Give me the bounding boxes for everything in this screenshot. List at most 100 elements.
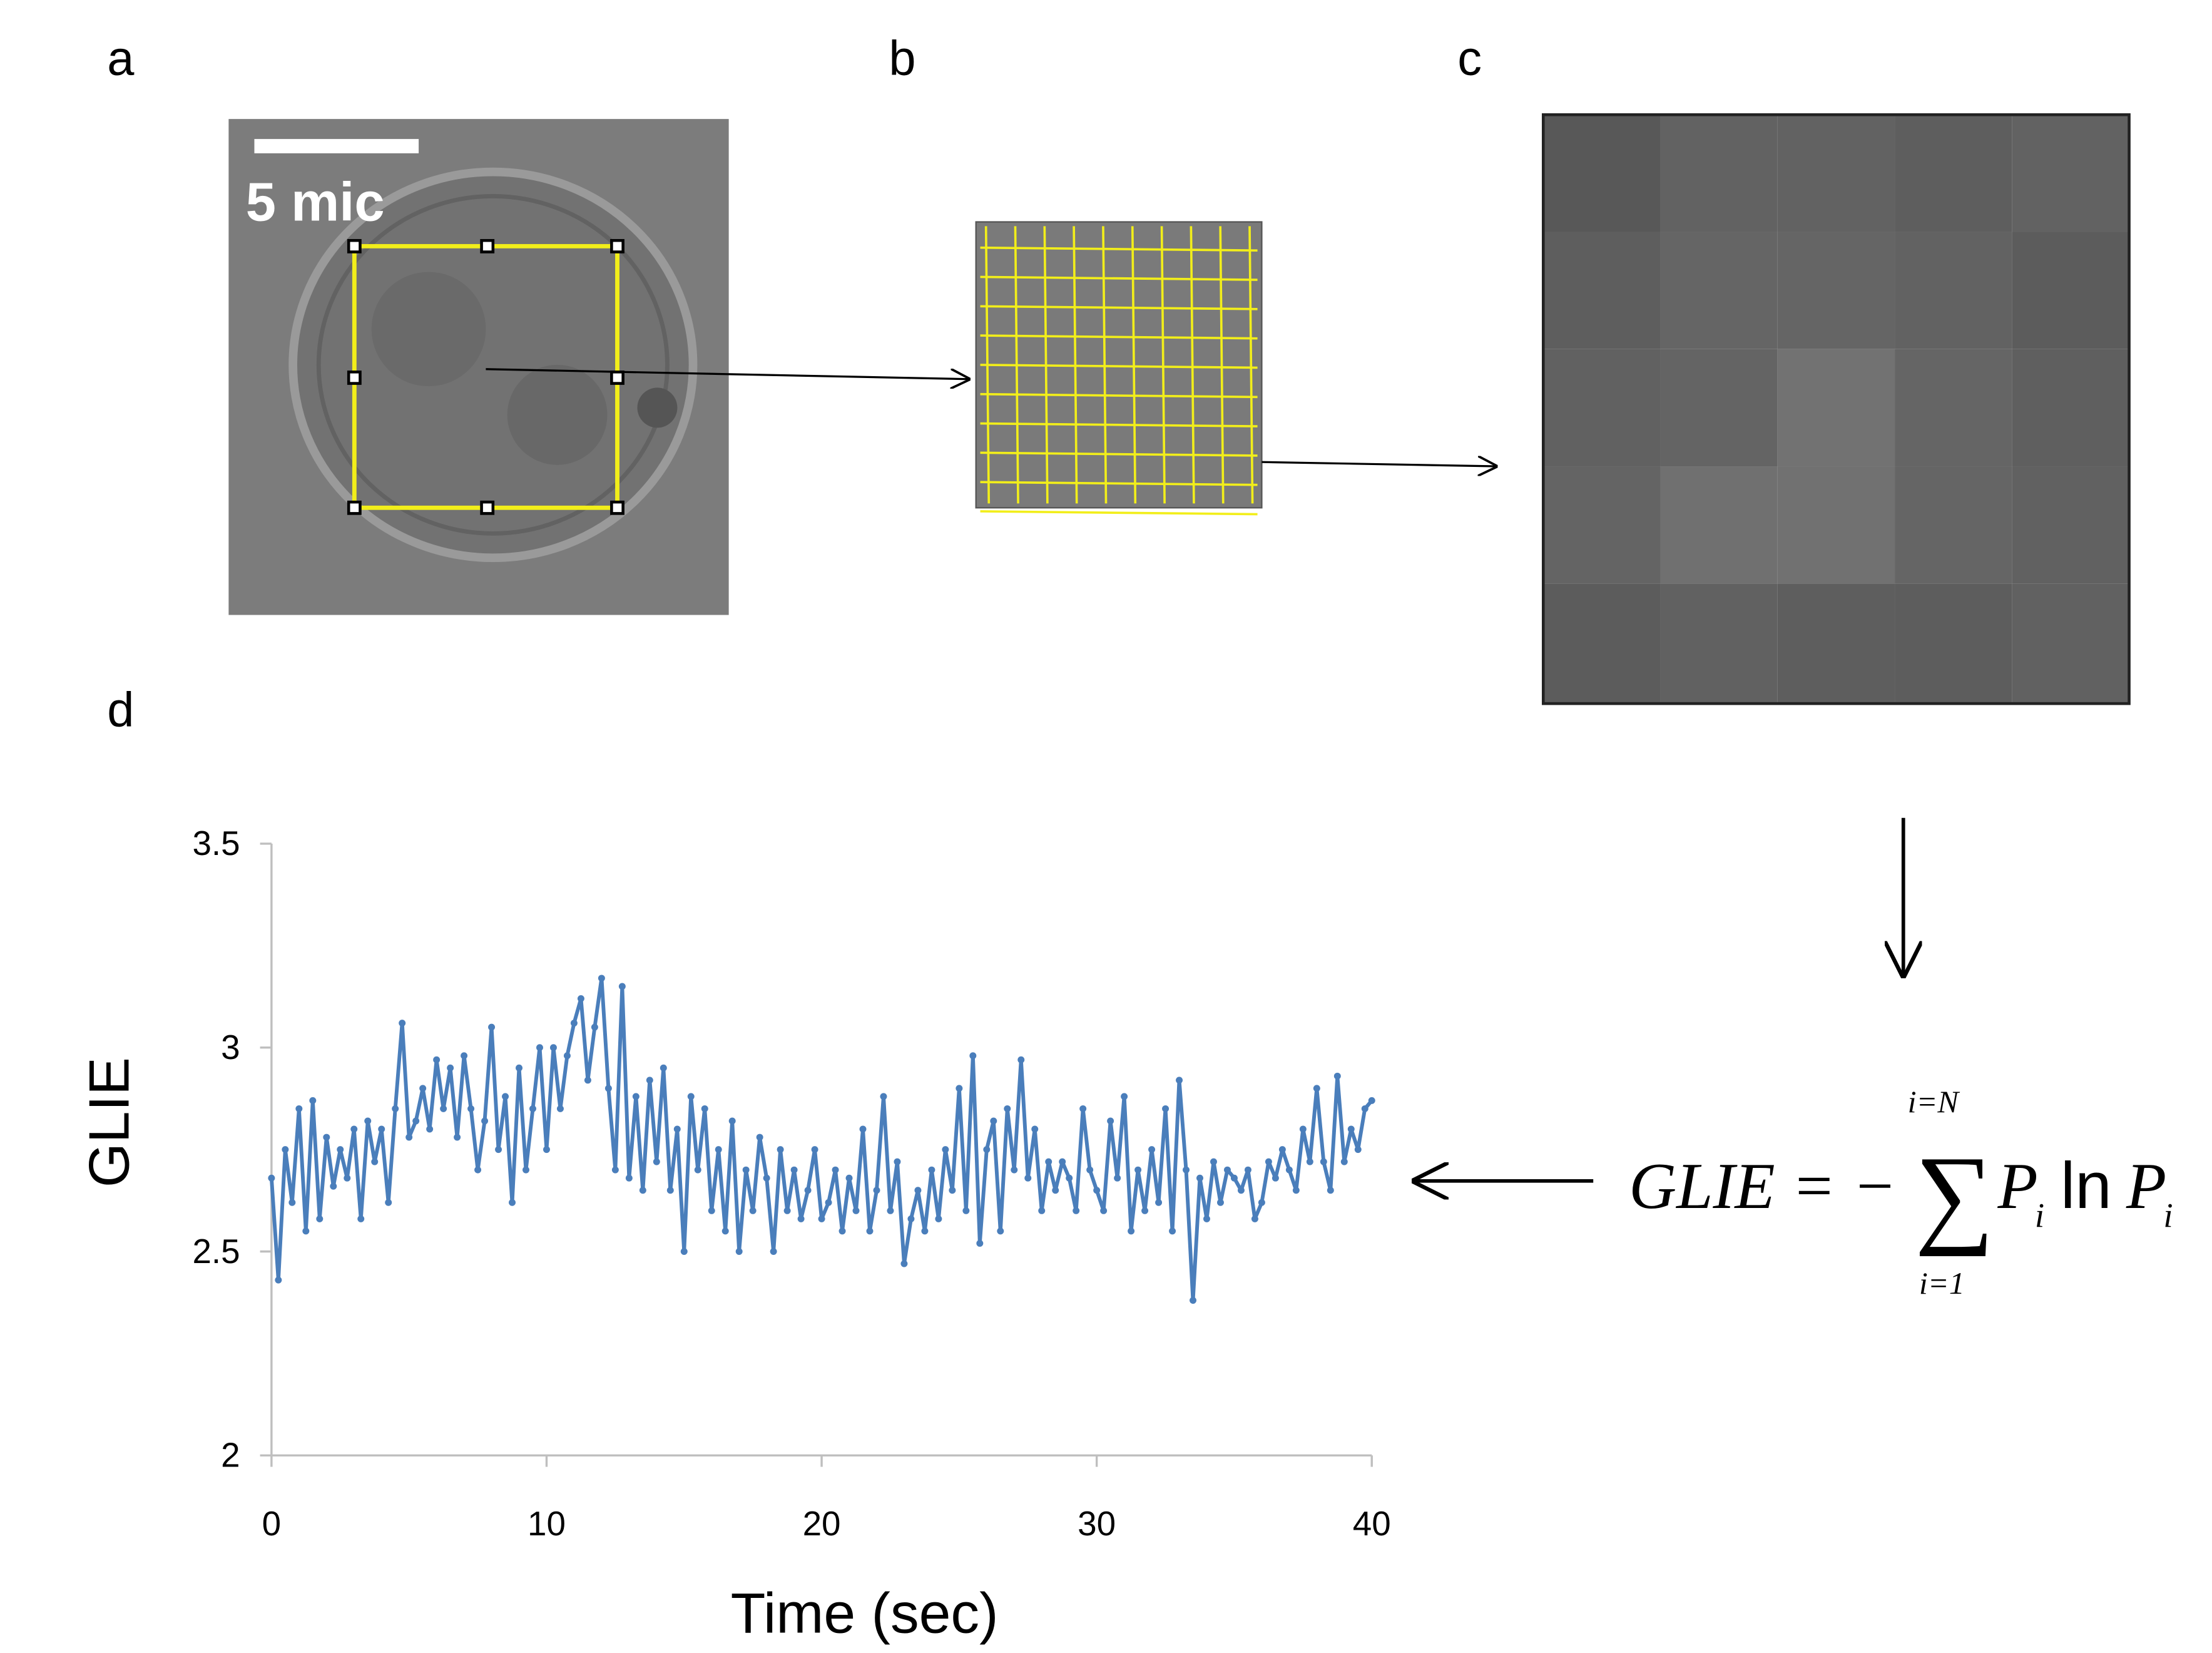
data-point <box>797 1215 805 1222</box>
data-point <box>488 1023 496 1031</box>
data-point <box>563 1052 571 1060</box>
arrow <box>1261 462 1496 466</box>
data-point <box>1230 1174 1238 1182</box>
panel-label: b <box>889 31 915 85</box>
data-point <box>481 1117 489 1125</box>
data-point <box>832 1166 839 1174</box>
grid-overlay <box>1248 226 1254 504</box>
data-point <box>1258 1199 1265 1206</box>
cell-image: 5 mic <box>228 119 729 615</box>
panel-label: c <box>1457 31 1482 85</box>
data-line <box>269 976 1374 1302</box>
data-point <box>447 1064 454 1072</box>
data-point <box>900 1260 908 1267</box>
grid-overlay <box>1190 226 1195 504</box>
data-point <box>1203 1215 1210 1222</box>
data-point <box>804 1187 812 1194</box>
data-point <box>680 1248 688 1255</box>
data-point <box>701 1105 708 1112</box>
data-point <box>461 1052 468 1060</box>
data-point <box>350 1125 358 1133</box>
grid-overlay <box>980 246 1258 252</box>
data-point <box>742 1166 750 1174</box>
data-point <box>983 1146 991 1154</box>
data-point <box>653 1158 660 1165</box>
data-point <box>288 1199 296 1206</box>
x-tick-label: 20 <box>803 1504 841 1543</box>
data-point <box>584 1077 591 1084</box>
data-point <box>673 1125 681 1133</box>
data-point <box>1272 1174 1279 1182</box>
data-point <box>1327 1187 1334 1194</box>
data-point <box>1141 1207 1149 1214</box>
data-point <box>1107 1117 1114 1125</box>
data-point <box>268 1174 275 1182</box>
data-point <box>399 1020 406 1027</box>
data-point <box>385 1199 392 1206</box>
data-point <box>1285 1166 1293 1174</box>
data-point <box>887 1207 894 1214</box>
data-point <box>997 1227 1004 1235</box>
data-point <box>1190 1297 1196 1304</box>
data-point <box>1079 1105 1087 1112</box>
data-point <box>866 1227 874 1235</box>
data-point <box>502 1093 509 1100</box>
data-point <box>1210 1158 1217 1165</box>
data-point <box>976 1239 984 1247</box>
y-tick-label: 2 <box>221 1436 240 1475</box>
data-point <box>543 1146 550 1154</box>
data-point <box>337 1146 344 1154</box>
data-point <box>694 1166 701 1174</box>
data-point <box>907 1215 915 1222</box>
data-point <box>467 1105 475 1112</box>
data-point <box>625 1174 633 1182</box>
data-point <box>412 1117 420 1125</box>
data-point <box>598 975 605 982</box>
data-point <box>604 1085 612 1092</box>
data-point <box>440 1105 447 1112</box>
data-point <box>302 1227 310 1235</box>
grid-overlay <box>980 275 1258 281</box>
data-point <box>632 1093 640 1100</box>
data-point <box>914 1187 922 1194</box>
data-point <box>956 1085 963 1092</box>
data-point <box>454 1134 461 1141</box>
data-point <box>1320 1158 1327 1165</box>
data-point <box>777 1146 784 1154</box>
grid-overlay <box>1131 226 1137 504</box>
data-point <box>1128 1227 1135 1235</box>
data-point <box>1066 1174 1073 1182</box>
data-point <box>783 1207 791 1214</box>
data-point <box>344 1174 351 1182</box>
data-point <box>1155 1199 1163 1206</box>
data-point <box>419 1085 427 1092</box>
grid-overlay <box>1219 226 1225 504</box>
data-point <box>1223 1166 1231 1174</box>
data-point <box>529 1105 536 1112</box>
grid-overlay <box>1102 226 1108 504</box>
grid-overlay <box>980 364 1258 369</box>
data-point <box>1361 1105 1368 1112</box>
panel-label: d <box>107 683 134 737</box>
data-point <box>880 1093 887 1100</box>
data-point <box>1183 1166 1190 1174</box>
arrow <box>486 368 969 379</box>
data-point <box>818 1215 825 1222</box>
scale-bar-label: 5 mic <box>246 171 385 232</box>
data-point <box>990 1117 997 1125</box>
formula-op: ln <box>2061 1149 2112 1222</box>
grid-overlay <box>980 510 1258 516</box>
data-point <box>1100 1207 1108 1214</box>
y-tick-label: 3.5 <box>192 824 240 862</box>
data-point <box>942 1146 949 1154</box>
data-point <box>735 1248 743 1255</box>
data-point <box>728 1117 736 1125</box>
data-point <box>275 1276 282 1284</box>
data-point <box>639 1187 646 1194</box>
formula-sub: i <box>2163 1196 2173 1234</box>
panel-label: a <box>107 31 135 85</box>
data-point <box>666 1187 674 1194</box>
formula: GLIE = − ∑ i=N i=1 P i ln P i <box>1629 1084 2173 1301</box>
